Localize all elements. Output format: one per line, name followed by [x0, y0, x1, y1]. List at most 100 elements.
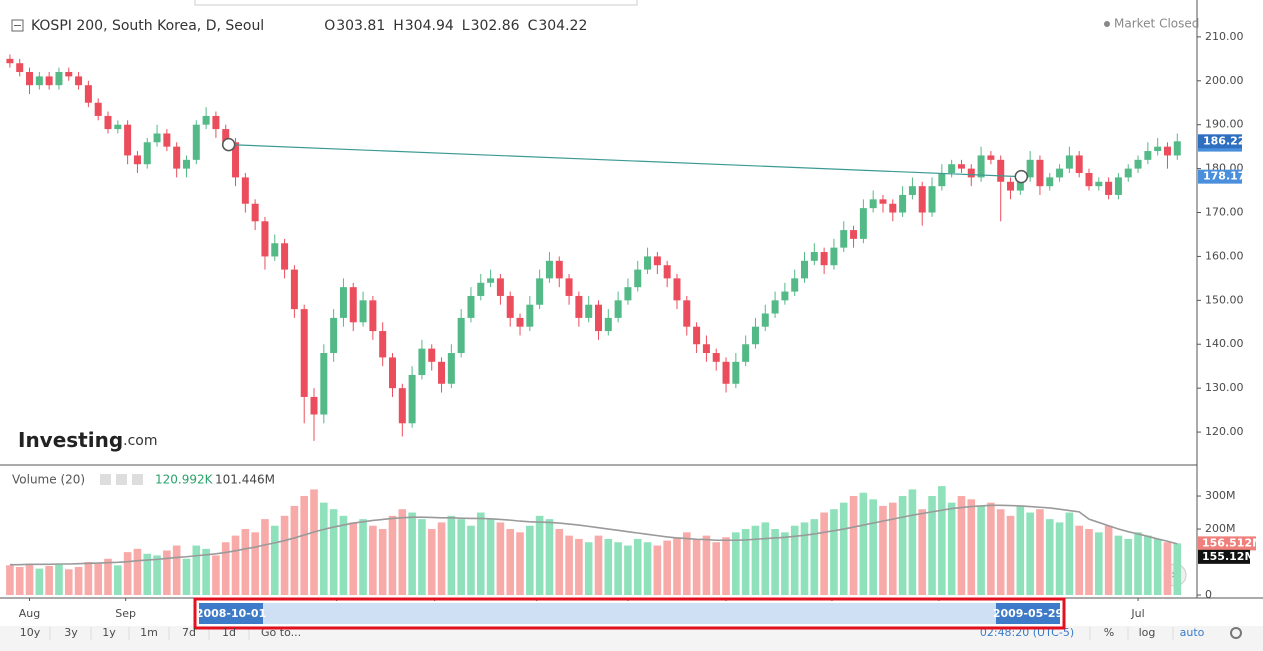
candle-body — [948, 164, 956, 174]
ma-tag — [1198, 549, 1250, 564]
y-tick-label: 160.00 — [1205, 249, 1244, 262]
logo-suffix: .com — [123, 433, 157, 449]
range-button[interactable]: 1d — [222, 626, 236, 639]
candle-body — [45, 76, 53, 86]
volume-bar — [928, 496, 936, 596]
candle-body — [163, 133, 171, 147]
candle-body — [467, 295, 475, 318]
volume-bar — [751, 525, 760, 596]
candle-body — [1016, 177, 1024, 191]
candle-body — [977, 155, 985, 178]
candle-body — [918, 186, 926, 213]
candle-body — [634, 269, 642, 288]
candle-body — [212, 115, 220, 130]
y-tick-label: 150.00 — [1205, 293, 1244, 306]
trendline — [228, 143, 1022, 178]
candle-body — [1134, 159, 1142, 169]
ohlc-value: 303.81 — [336, 18, 385, 34]
ohlc-key: O — [324, 18, 335, 34]
y-tick-label: 200M — [1205, 522, 1236, 535]
candle-body — [644, 256, 652, 270]
scale-button[interactable]: % — [1104, 626, 1114, 639]
candle-body — [604, 317, 612, 332]
candle-body — [1056, 168, 1064, 178]
candle-body — [869, 199, 877, 209]
scale-button[interactable]: auto — [1180, 626, 1205, 639]
candle-body — [133, 155, 141, 165]
volume-bar — [624, 545, 632, 596]
candle-body — [506, 295, 514, 318]
volume-bar — [437, 522, 446, 596]
icon[interactable] — [100, 474, 111, 485]
y-tick-label: 300M — [1205, 489, 1236, 502]
collapse-icon[interactable] — [11, 19, 24, 32]
candle-body — [722, 361, 730, 384]
volume-title: Volume (20) — [12, 473, 85, 487]
x-tick-label: Sep — [115, 607, 136, 620]
candle-body — [428, 348, 436, 362]
candle-body — [908, 186, 916, 195]
icon[interactable] — [116, 474, 127, 485]
volume-bar — [45, 565, 53, 596]
scale-button[interactable]: log — [1139, 626, 1156, 639]
volume-bar — [339, 515, 348, 596]
volume-bar — [221, 542, 230, 596]
volume-bar — [898, 496, 907, 596]
volume-bar — [820, 512, 828, 596]
volume-bar — [55, 564, 63, 596]
volume-bar — [692, 538, 701, 596]
volume-bar — [280, 515, 289, 596]
volume-bar — [633, 538, 642, 596]
price-tag — [1198, 134, 1242, 149]
icon[interactable] — [132, 474, 143, 485]
range-button[interactable]: 1m — [140, 626, 158, 639]
volume-bar — [104, 558, 112, 596]
volume-ma — [9, 504, 1178, 566]
candle-body — [1036, 159, 1044, 187]
volume-bar — [663, 540, 671, 596]
volume-bar — [172, 545, 181, 596]
volume-bar — [1016, 505, 1025, 596]
market-status: Market Closed — [1114, 17, 1199, 31]
candle-body — [222, 129, 230, 143]
candle-body — [595, 304, 602, 332]
volume-bar — [133, 548, 142, 596]
volume-bar — [800, 522, 809, 596]
candle-body — [173, 146, 181, 169]
candle-body — [320, 353, 328, 415]
volume-bar — [457, 519, 465, 596]
candle-body — [281, 243, 289, 270]
settings-icon[interactable] — [1230, 627, 1242, 639]
range-button[interactable]: 1y — [102, 626, 116, 639]
volume-bar — [359, 519, 367, 596]
volume-bar — [673, 537, 681, 596]
range-bar[interactable] — [199, 603, 1060, 624]
trendline-handle[interactable] — [221, 137, 236, 152]
volume-bar — [938, 486, 946, 596]
trendline-handle[interactable] — [1014, 169, 1029, 184]
range-button[interactable]: 3y — [64, 626, 78, 639]
candle-body — [1105, 181, 1113, 195]
candle-body — [516, 317, 524, 327]
candle-body — [850, 230, 858, 239]
candle-body — [143, 142, 151, 165]
candle-body — [1114, 177, 1122, 195]
range-button[interactable]: 10y — [20, 626, 41, 639]
candle-body — [124, 124, 132, 156]
volume-bar — [526, 525, 534, 596]
candle-body — [438, 361, 446, 384]
volume-bar — [182, 558, 191, 596]
volume-bar — [722, 537, 730, 596]
logo-main: Investing — [18, 428, 123, 452]
volume-bar — [1036, 509, 1044, 596]
y-tick-label: 140.00 — [1205, 337, 1244, 350]
volume-bar — [653, 545, 662, 596]
range-button[interactable]: 7d — [182, 626, 196, 639]
volume-bar — [535, 515, 544, 596]
volume-bar — [545, 519, 554, 596]
volume-bar — [957, 496, 966, 596]
x-tick-label: Jul — [1130, 607, 1144, 620]
volume-bar — [1065, 512, 1074, 596]
volume-bar — [212, 555, 220, 596]
